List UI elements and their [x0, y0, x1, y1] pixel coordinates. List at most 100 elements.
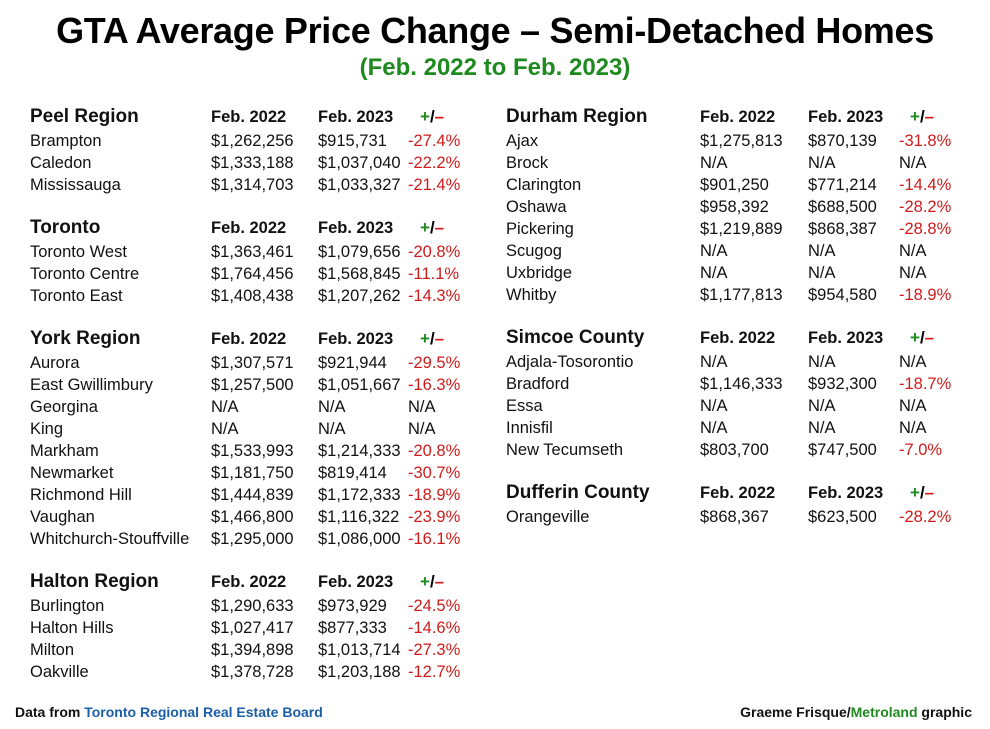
area-name: Oshawa [506, 198, 567, 216]
price-feb-2023: $1,013,714 [318, 641, 401, 659]
price-feb-2022: N/A [700, 154, 728, 172]
area-name: Whitby [506, 286, 557, 304]
credit-name: Graeme Frisque/ [740, 704, 851, 720]
column-header-change: +/– [420, 215, 444, 241]
minus-sign: – [434, 107, 445, 126]
price-feb-2023: $932,300 [808, 375, 877, 393]
price-feb-2022: $1,764,456 [211, 265, 294, 283]
column-header-feb-2022: Feb. 2022 [211, 573, 287, 591]
price-feb-2023: $1,116,322 [318, 508, 400, 526]
price-change: N/A [899, 397, 927, 415]
column-header-feb-2022: Feb. 2022 [211, 219, 287, 237]
price-feb-2022: $1,027,417 [211, 619, 294, 637]
price-change: -29.5% [408, 354, 461, 372]
area-name: King [30, 420, 64, 438]
slash-sign: / [429, 218, 435, 237]
area-name: Pickering [506, 220, 574, 238]
source-credit: Data from Toronto Regional Real Estate B… [15, 704, 323, 720]
credit-suffix: graphic [917, 704, 972, 720]
price-feb-2023: $747,500 [808, 441, 877, 459]
area-name: Toronto East [30, 287, 123, 305]
column-header-feb-2023: Feb. 2023 [808, 484, 884, 502]
left-column: Peel Region Feb. 2022 Feb. 2023 +/– Brampton… [30, 104, 470, 702]
price-change: -16.3% [408, 376, 461, 394]
table-row: Whitby $1,177,813 $954,580 -18.9% [506, 284, 976, 306]
price-change: -31.8% [899, 132, 952, 150]
price-change: N/A [408, 420, 436, 438]
price-feb-2022: $958,392 [700, 198, 769, 216]
price-feb-2022: $1,466,800 [211, 508, 294, 526]
area-name: Richmond Hill [30, 486, 132, 504]
plus-sign: + [910, 328, 920, 347]
price-change: -14.3% [408, 287, 461, 305]
table-row: Milton $1,394,898 $1,013,714 -27.3% [30, 639, 470, 661]
minus-sign: – [434, 572, 445, 591]
plus-sign: + [420, 107, 430, 126]
column-header-change: +/– [420, 326, 444, 352]
area-name: Aurora [30, 354, 80, 372]
price-feb-2023: N/A [808, 397, 836, 415]
area-name: Vaughan [30, 508, 95, 526]
column-header-change: +/– [910, 480, 934, 506]
price-change: -7.0% [899, 441, 943, 459]
plus-sign: + [420, 218, 430, 237]
region-block: Peel Region Feb. 2022 Feb. 2023 +/– Brampton… [30, 104, 470, 196]
column-header-feb-2022: Feb. 2022 [700, 108, 776, 126]
slash-sign: / [429, 107, 435, 126]
slash-sign: / [919, 483, 925, 502]
area-name: Essa [506, 397, 543, 415]
price-feb-2022: N/A [211, 398, 239, 416]
column-header-change: +/– [910, 104, 934, 130]
table-row: Oshawa $958,392 $688,500 -28.2% [506, 196, 976, 218]
price-feb-2023: $1,037,040 [318, 154, 401, 172]
price-change: N/A [899, 154, 927, 172]
price-feb-2022: N/A [700, 353, 728, 371]
price-feb-2022: $1,290,633 [211, 597, 294, 615]
table-row: Whitchurch-Stouffville $1,295,000 $1,086,0… [30, 528, 470, 550]
table-row: Newmarket $1,181,750 $819,414 -30.7% [30, 462, 470, 484]
price-feb-2023: $921,944 [318, 354, 387, 372]
price-feb-2022: $1,314,703 [211, 176, 294, 194]
area-name: Orangeville [506, 508, 590, 526]
area-name: Brock [506, 154, 549, 172]
price-feb-2023: N/A [808, 353, 836, 371]
price-feb-2022: $1,394,898 [211, 641, 294, 659]
plus-sign: + [420, 572, 430, 591]
price-feb-2023: N/A [808, 264, 836, 282]
table-row: Burlington $1,290,633 $973,929 -24.5% [30, 595, 470, 617]
area-name: Burlington [30, 597, 105, 615]
region-name: Durham Region [506, 106, 648, 127]
graphic-credit: Graeme Frisque/Metroland graphic [740, 704, 972, 720]
price-feb-2023: $771,214 [808, 176, 877, 194]
price-feb-2022: $1,378,728 [211, 663, 294, 681]
price-feb-2023: $623,500 [808, 508, 877, 526]
price-feb-2022: N/A [700, 264, 728, 282]
price-feb-2023: $1,214,333 [318, 442, 401, 460]
table-row: New Tecumseth $803,700 $747,500 -7.0% [506, 439, 976, 461]
region-block: Halton Region Feb. 2022 Feb. 2023 +/– Burlin… [30, 569, 470, 683]
area-name: New Tecumseth [506, 441, 624, 459]
price-feb-2022: N/A [700, 419, 728, 437]
area-name: Markham [30, 442, 99, 460]
area-name: Mississauga [30, 176, 121, 194]
table-row: Uxbridge N/A N/A N/A [506, 262, 976, 284]
column-header-feb-2023: Feb. 2023 [808, 108, 884, 126]
price-feb-2022: $1,295,000 [211, 530, 294, 548]
area-name: Halton Hills [30, 619, 114, 637]
price-change: -18.7% [899, 375, 952, 393]
area-name: Innisfil [506, 419, 553, 437]
price-feb-2022: $1,333,188 [211, 154, 294, 172]
area-name: Caledon [30, 154, 92, 172]
price-change: -20.8% [408, 442, 461, 460]
price-feb-2022: $1,257,500 [211, 376, 294, 394]
price-feb-2023: N/A [808, 242, 836, 260]
table-row: Scugog N/A N/A N/A [506, 240, 976, 262]
price-feb-2023: $1,568,845 [318, 265, 401, 283]
price-feb-2022: $1,177,813 [700, 286, 783, 304]
area-name: Scugog [506, 242, 562, 260]
area-name: Clarington [506, 176, 582, 194]
region-name: Peel Region [30, 106, 139, 127]
minus-sign: – [434, 218, 445, 237]
table-row: Pickering $1,219,889 $868,387 -28.8% [506, 218, 976, 240]
column-header-feb-2023: Feb. 2023 [318, 108, 394, 126]
